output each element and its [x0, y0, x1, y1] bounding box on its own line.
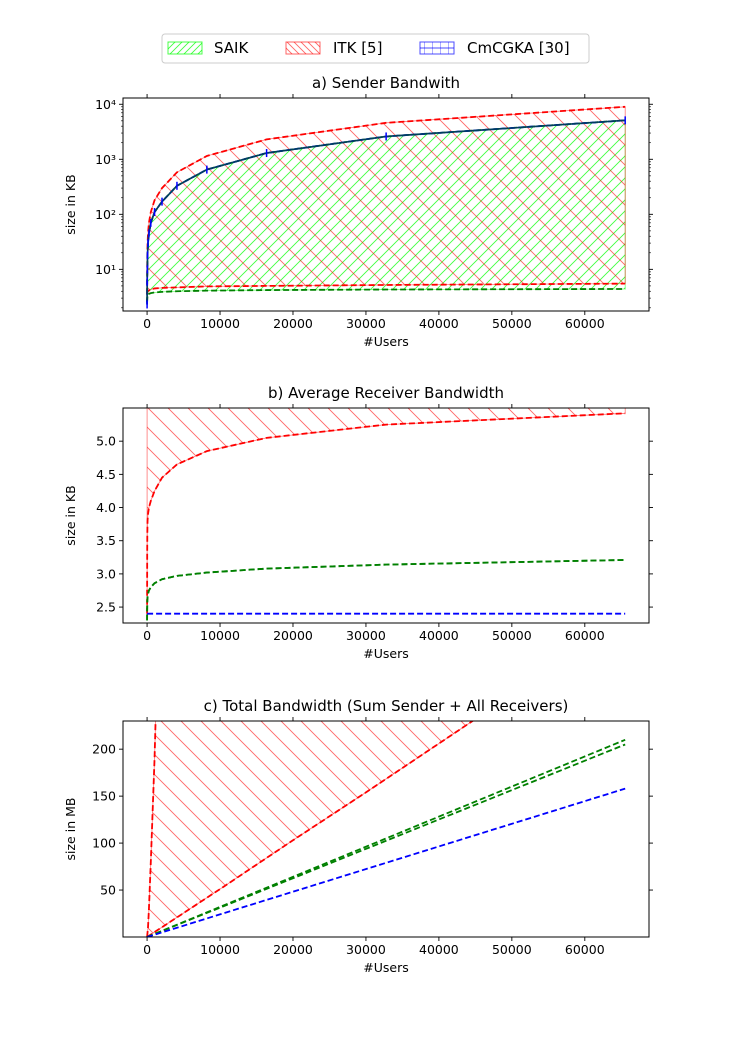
y-tick-label: 10⁴: [95, 97, 116, 112]
y-tick-label: 10¹: [95, 262, 116, 277]
x-tick-label: 0: [143, 942, 151, 957]
saik-upper-line: [146, 559, 626, 621]
fill-layer: [146, 408, 626, 614]
y-tick-label: 200: [92, 742, 116, 757]
x-axis-label: #Users: [363, 334, 408, 349]
x-tick-label: 20000: [273, 942, 313, 957]
x-tick-label: 10000: [200, 628, 240, 643]
y-axis-label: size in KB: [63, 485, 78, 545]
axes-frame: [122, 97, 650, 312]
cmcgka-line: [146, 787, 626, 937]
x-tick-label: 10000: [200, 942, 240, 957]
y-tick-label: 10²: [95, 207, 116, 222]
y-tick-label: 100: [92, 836, 116, 851]
saik-lower-line: [146, 288, 626, 303]
x-tick-label: 60000: [565, 316, 605, 331]
y-tick-label: 4.5: [96, 467, 116, 482]
x-tick-label: 30000: [346, 942, 386, 957]
axes-frame: [122, 407, 650, 624]
itk-lower-line: [146, 412, 626, 614]
x-tick-label: 50000: [492, 628, 532, 643]
y-axis-label: size in MB: [63, 798, 78, 861]
y-tick-label: 150: [92, 789, 116, 804]
chart-title: b) Average Receiver Bandwidth: [268, 384, 504, 402]
x-tick-label: 30000: [346, 628, 386, 643]
legend-frame: [161, 33, 590, 64]
y-axis-label: size in KB: [63, 174, 78, 234]
legend-swatch-itk: [285, 41, 321, 55]
itk-lower-line: [146, 721, 475, 937]
y-tick-label: 3.0: [96, 566, 116, 581]
saik-lower-line: [146, 743, 626, 937]
x-tick-label: 50000: [492, 316, 532, 331]
chart-title: a) Sender Bandwith: [312, 74, 460, 92]
legend-entry-itk: ITK [5]: [285, 39, 382, 57]
chart-title: c) Total Bandwidth (Sum Sender + All Rec…: [204, 697, 569, 715]
x-axis-label: #Users: [363, 960, 408, 975]
y-tick-label: 2.5: [96, 600, 116, 615]
x-tick-label: 30000: [346, 316, 386, 331]
x-tick-label: 10000: [200, 316, 240, 331]
y-tick-label: 3.5: [96, 533, 116, 548]
x-tick-label: 40000: [419, 316, 459, 331]
x-tick-label: 50000: [492, 942, 532, 957]
x-tick-label: 0: [143, 628, 151, 643]
x-axis-label: #Users: [363, 646, 408, 661]
x-tick-label: 60000: [565, 942, 605, 957]
panel-sender-bandwidth: 0 10000 20000 30000 40000 50000 60000 10¹ 10² 10³…: [63, 74, 653, 349]
legend-label-itk: ITK [5]: [333, 39, 382, 57]
legend-entry-cmcgka: CmCGKA [30]: [419, 39, 570, 57]
x-tick-label: 40000: [419, 628, 459, 643]
fill-area-diagonal-down: [146, 408, 626, 614]
legend-label-saik: SAIK: [214, 39, 249, 57]
legend-label-cmcgka: CmCGKA [30]: [467, 39, 570, 57]
line-layer: [146, 721, 626, 937]
line-layer: [146, 105, 626, 309]
x-tick-label: 40000: [419, 942, 459, 957]
x-tick-label: 20000: [273, 628, 313, 643]
saik-lower-line: [146, 559, 626, 621]
y-tick-label: 4.0: [96, 500, 116, 515]
panel-total-bandwidth: 0 10000 20000 30000 40000 50000 60000 50 100 150 2…: [63, 697, 653, 975]
x-tick-label: 20000: [273, 316, 313, 331]
y-tick-label: 50: [100, 883, 116, 898]
axes-frame: [122, 720, 650, 938]
itk-lower-line: [146, 282, 626, 295]
y-tick-label: 10³: [95, 152, 116, 167]
y-tick-label: 5.0: [96, 434, 116, 449]
legend: SAIK ITK [5] CmCGKA [30]: [161, 33, 590, 64]
x-tick-label: 60000: [565, 628, 605, 643]
panel-receiver-bandwidth: 0 10000 20000 30000 40000 50000 60000 2.5 3.0 3.5…: [63, 384, 653, 661]
x-tick-label: 0: [143, 316, 151, 331]
line-layer: [146, 412, 626, 621]
legend-swatch-saik: [167, 41, 203, 55]
legend-entry-saik: SAIK: [167, 39, 249, 57]
